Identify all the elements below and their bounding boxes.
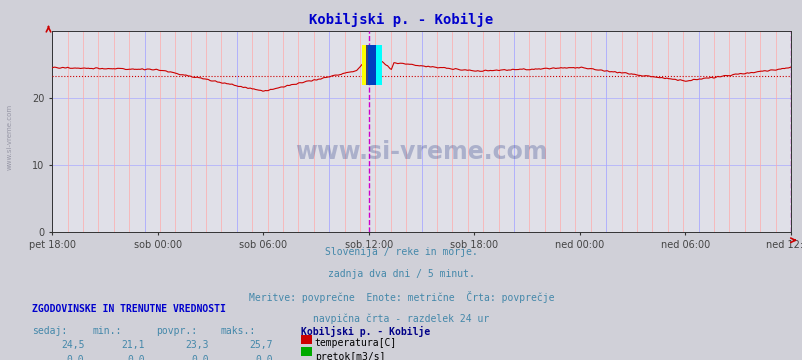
Text: sedaj:: sedaj: — [32, 326, 67, 336]
Text: 23,3: 23,3 — [185, 340, 209, 350]
Text: min.:: min.: — [92, 326, 122, 336]
Text: Meritve: povprečne  Enote: metrične  Črta: povprečje: Meritve: povprečne Enote: metrične Črta:… — [249, 291, 553, 303]
Text: 0,0: 0,0 — [67, 355, 84, 360]
Text: navpična črta - razdelek 24 ur: navpična črta - razdelek 24 ur — [313, 314, 489, 324]
Bar — [365, 45, 376, 85]
Text: 24,5: 24,5 — [61, 340, 84, 350]
Text: Kobiljski p. - Kobilje: Kobiljski p. - Kobilje — [309, 13, 493, 27]
Text: maks.:: maks.: — [221, 326, 256, 336]
Text: 0,0: 0,0 — [127, 355, 144, 360]
Text: Kobiljski p. - Kobilje: Kobiljski p. - Kobilje — [301, 326, 430, 337]
Text: www.si-vreme.com: www.si-vreme.com — [295, 140, 547, 163]
Bar — [361, 45, 375, 85]
Text: 21,1: 21,1 — [121, 340, 144, 350]
Text: povpr.:: povpr.: — [156, 326, 197, 336]
Text: ZGODOVINSKE IN TRENUTNE VREDNOSTI: ZGODOVINSKE IN TRENUTNE VREDNOSTI — [32, 304, 225, 314]
Text: zadnja dva dni / 5 minut.: zadnja dva dni / 5 minut. — [328, 269, 474, 279]
Text: temperatura[C]: temperatura[C] — [314, 338, 396, 348]
Text: 0,0: 0,0 — [255, 355, 273, 360]
Text: Slovenija / reke in morje.: Slovenija / reke in morje. — [325, 247, 477, 257]
Text: www.si-vreme.com: www.si-vreme.com — [6, 104, 13, 170]
Text: 25,7: 25,7 — [249, 340, 273, 350]
Text: 0,0: 0,0 — [191, 355, 209, 360]
Text: pretok[m3/s]: pretok[m3/s] — [314, 352, 385, 360]
Bar — [368, 45, 381, 85]
